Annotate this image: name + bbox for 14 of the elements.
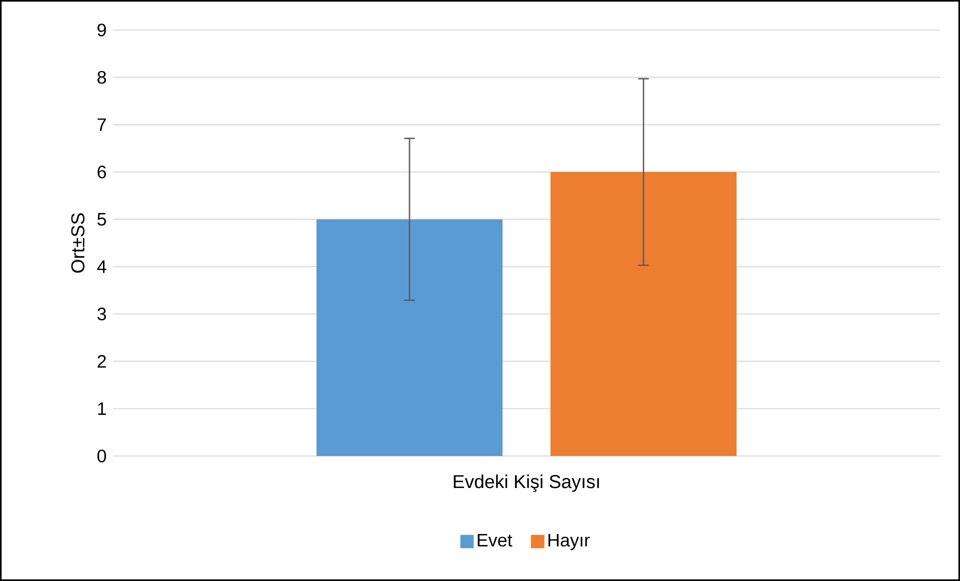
y-tick-label: 7: [98, 118, 106, 131]
y-tick-label: 9: [98, 24, 106, 36]
y-tick-label: 6: [98, 166, 106, 178]
legend-label: Hayır: [548, 534, 590, 550]
y-tick-label: 2: [98, 355, 106, 368]
y-tick-label: 0: [97, 450, 106, 462]
y-tick-label: 8: [98, 70, 106, 84]
y-axis-title: Ort±SS: [71, 213, 84, 273]
y-tick-label: 4: [97, 260, 106, 273]
y-tick-label: 5: [97, 213, 106, 226]
y-tick-label: 3: [97, 308, 106, 320]
legend-label: Evet: [478, 534, 512, 547]
y-tick-label: 1: [98, 402, 106, 415]
x-axis-title: Evdeki Kişi Sayısı: [454, 474, 599, 492]
